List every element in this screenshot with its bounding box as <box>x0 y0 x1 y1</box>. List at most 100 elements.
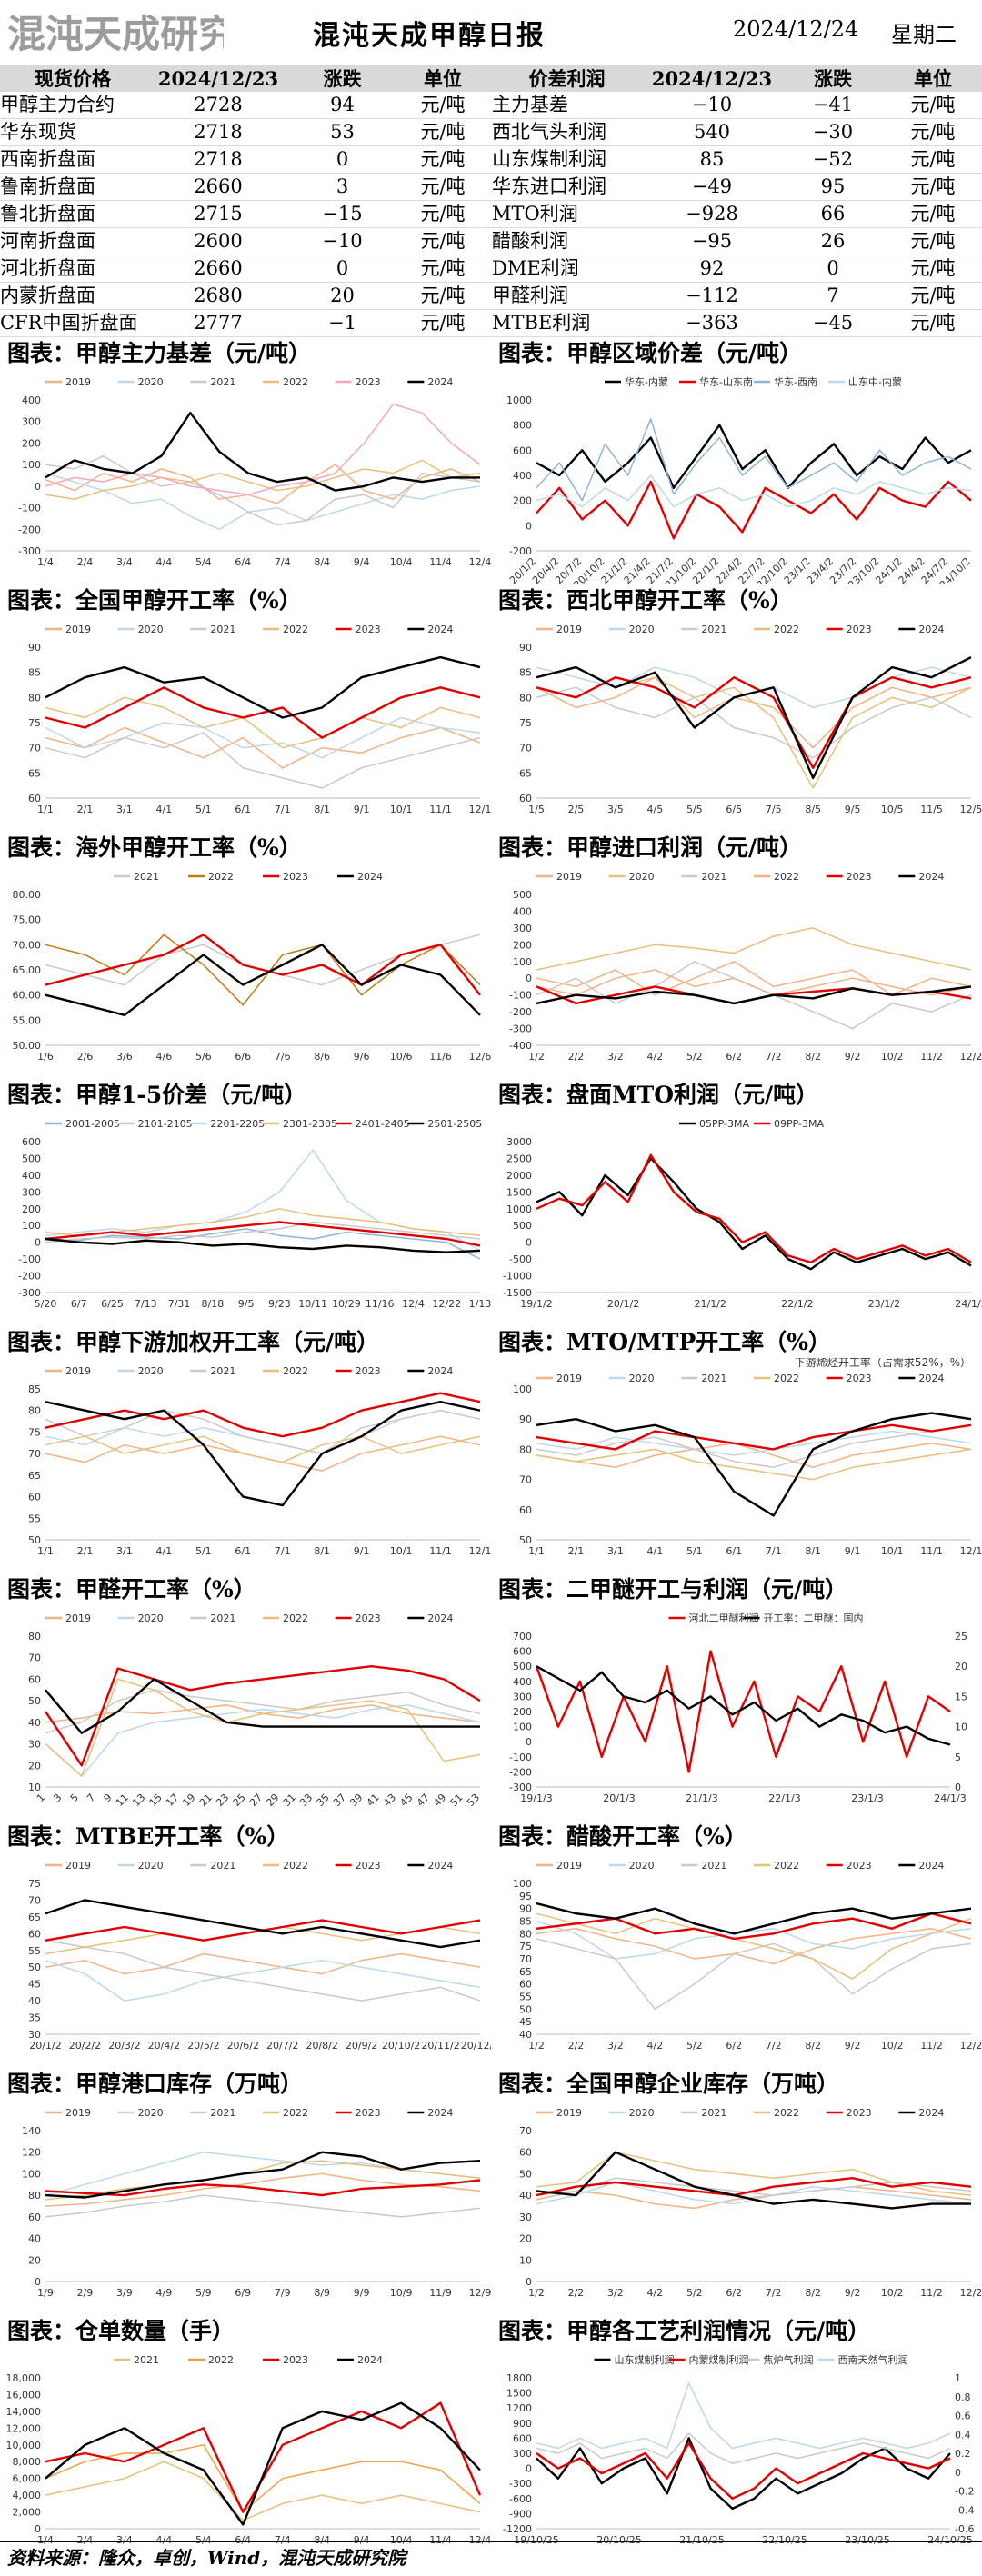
legend-label: 2019 <box>65 1860 91 1872</box>
table-cell: 元/吨 <box>884 200 982 228</box>
table-cell: −45 <box>782 309 884 337</box>
logo-text: 混沌天成研究院 <box>7 12 224 56</box>
x-tick-label: 24/10/25 <box>927 2534 972 2546</box>
chart-title: 图表：甲醛开工率（%） <box>7 1576 256 1603</box>
y-tick-label: 0 <box>35 2523 41 2535</box>
x-tick-label: 9/4 <box>354 2534 370 2546</box>
series-line <box>536 961 972 1030</box>
chart-title: 图表：甲醇港口库存（万吨） <box>7 2071 304 2097</box>
table-cell: −95 <box>642 227 782 255</box>
x-tick-label: 1 <box>35 1792 47 1804</box>
x-tick-label: 3/2 <box>607 2287 624 2299</box>
y-tick-label: 75 <box>28 717 41 729</box>
y-tick-label: 20 <box>28 1760 41 1772</box>
y-tick-label: -100 <box>18 503 41 514</box>
x-tick-label: 3/6 <box>116 1051 133 1063</box>
price-table: 现货价格 2024/12/23 涨跌 单位 价差利润 2024/12/23 涨跌… <box>0 65 982 337</box>
y-tick-label: 80 <box>519 1928 532 1940</box>
x-tick-label: 10/1 <box>881 1545 904 1557</box>
chart-svg: 山东煤制利润 内蒙煤制利润 焦炉气利润 西南天然气利润 1800 1500 1200 900 6… <box>503 2353 974 2546</box>
legend-label: 2501-2505 <box>427 1118 482 1130</box>
chart-panel: 图表：甲醇下游加权开工率（元/吨） 2019 2020 2021 2022 2023 202… <box>0 1329 491 1574</box>
y-tick-label: 4,000 <box>13 2490 42 2501</box>
series-line <box>536 1153 972 1264</box>
chart-svg: 下游烯烃开工率（占需求52%，%） 2019 2020 2021 2022 2023 202… <box>513 1358 982 1557</box>
x-tick-label: 5/6 <box>195 1051 212 1063</box>
table-row: 河南折盘面 2600 −10 元/吨 醋酸利润 −95 26 元/吨 <box>0 227 982 255</box>
legend-label: 2401-2405 <box>356 1118 410 1130</box>
table-cell: 元/吨 <box>394 118 492 146</box>
x-tick-label: 3/9 <box>116 2287 133 2299</box>
x-tick-label: 3/4 <box>116 556 133 568</box>
series-line <box>536 2185 972 2210</box>
y-tick-label: 100 <box>22 2168 41 2180</box>
chart-panel: 图表：全国甲醇企业库存（万吨） 2019 2020 2021 2022 2023 2024 7… <box>491 2071 982 2316</box>
legend-label: 09PP-3MA <box>774 1118 824 1130</box>
x-tick-label: 7/2 <box>766 2287 782 2299</box>
x-tick-label: 1/1 <box>37 1545 54 1557</box>
series-line <box>536 1430 972 1456</box>
chart-svg: 2019 2020 2021 2022 2023 2024 75 70 65 60 55 50 45 40… <box>28 1860 491 2052</box>
y-tick-label: 10 <box>28 1782 41 1793</box>
y-tick-label: 80 <box>28 1405 41 1417</box>
x-tick-label: 6/2 <box>726 1051 742 1063</box>
y-tick-label: 90 <box>519 1413 532 1425</box>
legend-label: 2022 <box>283 1860 308 1872</box>
x-tick-label: 6/4 <box>235 2534 251 2546</box>
y-tick-label: 80 <box>28 692 41 704</box>
y-tick-label: 900 <box>513 2418 532 2430</box>
table-header-cell: 单位 <box>394 65 492 92</box>
x-tick-label: 10/11 <box>298 1298 327 1310</box>
legend-label: 2021 <box>210 2107 235 2119</box>
y-tick-label: -300 <box>509 1023 532 1035</box>
x-tick-label: 8/1 <box>805 1545 821 1557</box>
x-tick-label: 10/2 <box>881 1051 904 1063</box>
y-tick-label: 90 <box>28 642 41 654</box>
y-tick-label: 70 <box>28 1448 41 1460</box>
y-tick-label: 60 <box>28 793 41 804</box>
y-tick-label: 100 <box>22 1220 41 1232</box>
y-tick-label: 65.00 <box>13 964 42 976</box>
series-line <box>45 686 481 739</box>
legend-label: 华东-山东南 <box>699 375 753 388</box>
legend-label: 2021 <box>701 624 726 635</box>
legend-label: 2023 <box>356 624 381 635</box>
x-tick-label: 3/2 <box>607 1051 624 1063</box>
legend-label: 2019 <box>556 2107 582 2119</box>
chart-title: 图表：醋酸开工率（%） <box>498 1823 747 1850</box>
x-tick-label: 7 <box>85 1792 97 1804</box>
y-tick-label: 20 <box>28 2254 41 2266</box>
y-tick-label: 12,000 <box>6 2422 42 2434</box>
series-line <box>45 2151 481 2199</box>
legend-label: 2021 <box>210 376 235 388</box>
x-tick-label: 10/6 <box>390 1051 413 1063</box>
table-cell: 20 <box>291 282 394 310</box>
y-tick-label: 700 <box>513 1631 532 1642</box>
x-tick-label: 20/12/2 <box>461 2040 491 2052</box>
x-tick-label: 4/2 <box>647 2040 664 2052</box>
y-tick-label: 70 <box>28 743 41 754</box>
x-tick-label: 7/4 <box>275 2534 291 2546</box>
x-tick-label: 5/4 <box>195 556 212 568</box>
x-tick-label: 12/9 <box>469 2287 491 2299</box>
x-tick-label: 7/5 <box>766 804 782 815</box>
y-tick-label: 50 <box>519 2003 532 2015</box>
y-tick-label: 100 <box>513 1722 532 1733</box>
y-tick-label: 85 <box>28 1383 41 1395</box>
y-tick-label: 0 <box>526 1237 532 1249</box>
y-tick-label: -200 <box>18 524 41 535</box>
x-tick-label: 20/5/2 <box>187 2040 219 2052</box>
table-row: 河北折盘面 2660 0 元/吨 DME利润 92 0 元/吨 <box>0 255 982 283</box>
legend-label: 2024 <box>918 1860 944 1872</box>
x-tick-label: 3/2 <box>607 2040 624 2052</box>
table-cell: 2777 <box>145 309 291 337</box>
x-tick-label: 7/9 <box>275 2287 291 2299</box>
x-tick-label: 7/4 <box>275 556 291 568</box>
y-tick-label: 500 <box>22 1153 41 1164</box>
table-header-cell: 涨跌 <box>782 65 884 92</box>
table-cell: 2660 <box>145 255 291 283</box>
x-tick-label: 2/5 <box>568 804 585 815</box>
y2-tick-label: 10 <box>955 1722 967 1733</box>
x-tick-label: 2/2 <box>568 2040 585 2052</box>
series-line <box>536 2151 972 2196</box>
